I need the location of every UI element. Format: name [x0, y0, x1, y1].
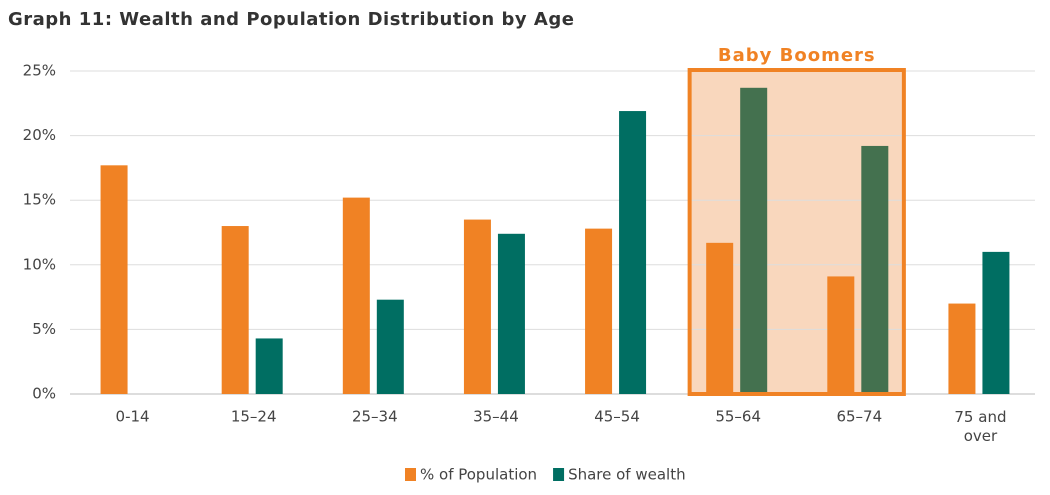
highlight-outline [687, 68, 906, 396]
x-tick-label: 35–44 [473, 408, 519, 426]
y-tick-label: 0% [32, 385, 56, 403]
x-tick-label: 65–74 [836, 408, 882, 426]
bar [255, 338, 283, 394]
y-tick-label: 10% [23, 255, 56, 273]
bar [221, 226, 249, 394]
legend-swatch [405, 468, 416, 481]
y-tick-label: 15% [23, 191, 56, 209]
legend-label: % of Population [420, 466, 537, 484]
x-tick-label: 45–54 [594, 408, 640, 426]
bar [619, 111, 647, 394]
bar [948, 303, 976, 394]
highlight-label: Baby Boomers [718, 45, 876, 66]
bar [827, 276, 855, 394]
bar [100, 165, 128, 394]
bar [861, 145, 889, 394]
x-tick-label: 25–34 [352, 408, 398, 426]
chart-title: Graph 11: Wealth and Population Distribu… [8, 9, 574, 30]
bar [376, 299, 404, 394]
bar [982, 251, 1010, 394]
bar [740, 87, 768, 395]
x-tick-label: 0-14 [116, 408, 150, 426]
bar [497, 233, 525, 394]
legend-label: Share of wealth [568, 466, 686, 484]
y-tick-label: 5% [32, 320, 56, 338]
bar [706, 242, 734, 394]
bar [463, 219, 491, 394]
bar [585, 228, 613, 394]
x-tick-label: 75 and over [954, 408, 1006, 445]
y-tick-label: 25% [23, 62, 56, 80]
x-tick-label: 15–24 [231, 408, 277, 426]
bar [342, 197, 370, 394]
legend-swatch [553, 468, 565, 481]
x-tick-label: 55–64 [715, 408, 761, 426]
y-tick-label: 20% [23, 126, 56, 144]
